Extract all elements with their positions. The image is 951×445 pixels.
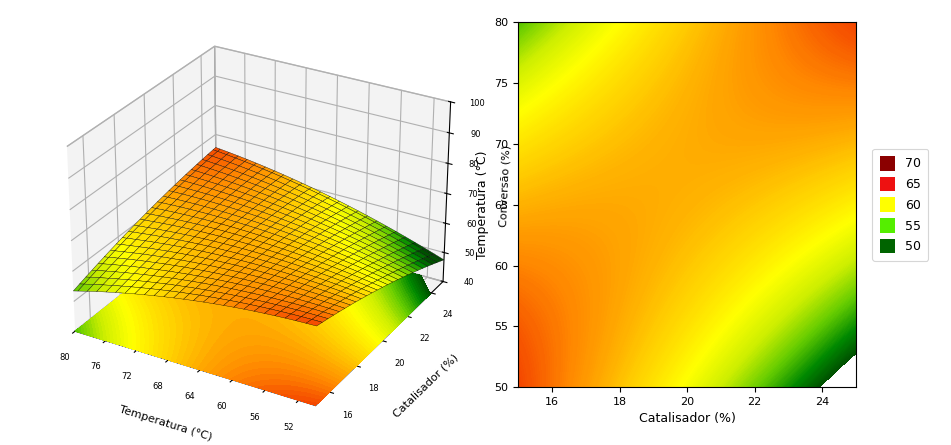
X-axis label: Temperatura (°C): Temperatura (°C) (118, 405, 213, 443)
Legend: 70, 65, 60, 55, 50: 70, 65, 60, 55, 50 (872, 149, 928, 261)
Y-axis label: Temperatura (°C): Temperatura (°C) (476, 150, 489, 259)
X-axis label: Catalisador (%): Catalisador (%) (639, 413, 735, 425)
Y-axis label: Catalisador (%): Catalisador (%) (392, 352, 460, 420)
